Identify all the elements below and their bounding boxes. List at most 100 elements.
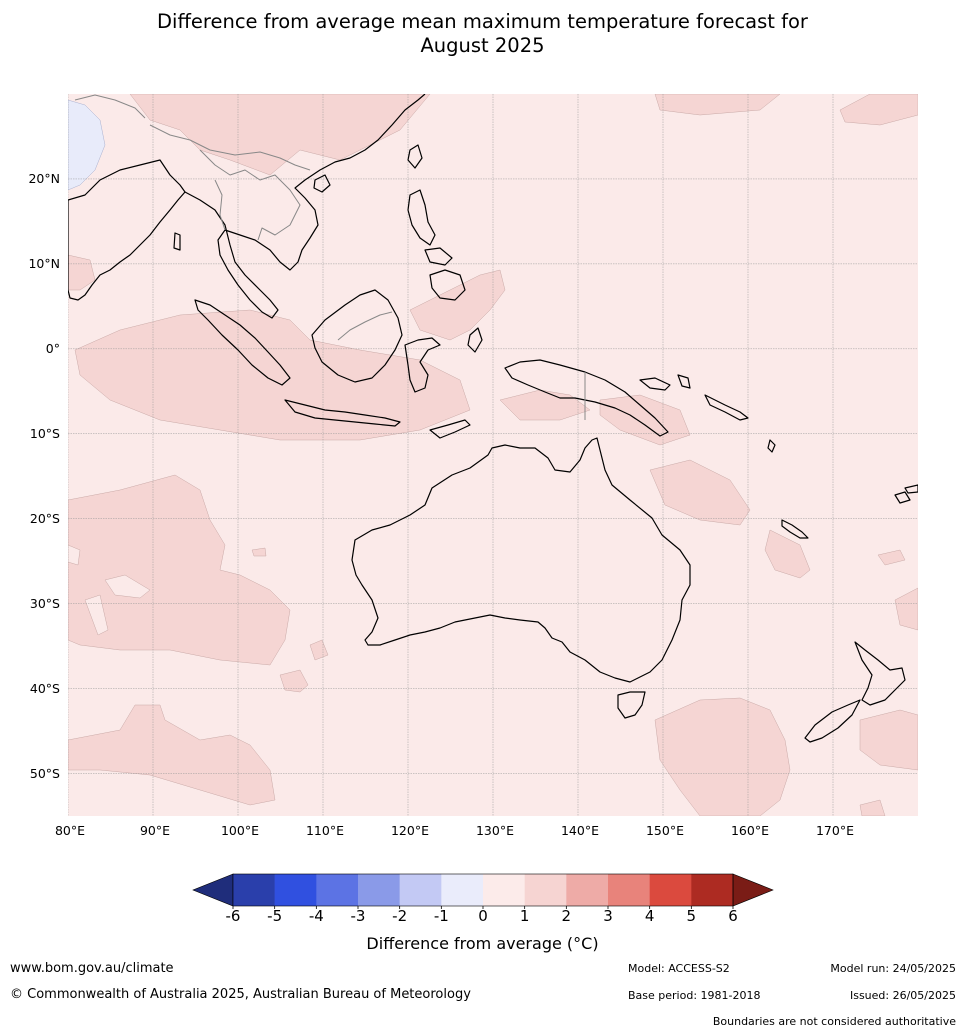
- coastline-new-britain: [677, 374, 691, 389]
- coastline-sri-lanka: [173, 232, 181, 251]
- coastline-taiwan: [407, 144, 423, 169]
- colorbar-segment: [399, 874, 442, 906]
- colorbar-tick-label: -1: [433, 907, 449, 925]
- colorbar-tick-label: -3: [350, 907, 366, 925]
- colorbar-over-arrow: [732, 873, 774, 907]
- warm-area-indian-ocean-mid: [251, 547, 267, 557]
- near-average-area-west-indian-2: [84, 594, 109, 636]
- coastline-philippines-visayas: [424, 247, 453, 266]
- longitude-tick-label: 110°E: [305, 823, 344, 838]
- coastline-east-asia: [184, 94, 426, 319]
- coastline-solomon-islands: [704, 394, 749, 421]
- longitude-tick-label: 120°E: [390, 823, 429, 838]
- latitude-tick-label: 40°S: [29, 680, 60, 696]
- coastline-sulawesi: [404, 337, 441, 393]
- warm-area-pacific-northeast: [839, 94, 918, 126]
- colorbar-segment: [649, 874, 692, 906]
- warm-area-indian-ocean-south-island: [309, 639, 329, 661]
- colorbar-tick-label: 5: [686, 907, 697, 925]
- coastline-sumatra: [194, 299, 291, 386]
- cool-anomaly-areas: [68, 99, 106, 191]
- model-run-date: Model run: 24/05/2025: [830, 962, 956, 975]
- coastline-vanuatu: [767, 439, 776, 453]
- latitude-tick-label: 30°S: [29, 595, 60, 611]
- latitude-tick-label: 20°N: [28, 170, 60, 186]
- warm-area-tasman-east: [764, 529, 811, 579]
- latitude-tick-label: 50°S: [29, 765, 60, 781]
- longitude-tick-label: 90°E: [139, 823, 171, 838]
- coastline-fiji: [894, 491, 911, 504]
- colorbar-tick-label: 1: [519, 907, 530, 925]
- border-himalaya: [74, 94, 146, 119]
- coastline-philippines-luzon: [407, 189, 436, 246]
- longitude-tick-label: 80°E: [54, 823, 86, 838]
- coastline-australia: [351, 437, 691, 683]
- latitude-tick-label: 10°N: [28, 255, 60, 271]
- warm-area-philippine-sea: [409, 269, 506, 341]
- colorbar-segment: [524, 874, 567, 906]
- country-borders: [74, 94, 586, 420]
- colorbar-segment: [274, 874, 317, 906]
- warm-area-pacific-northwest: [654, 94, 781, 116]
- colorbar-tick-label: -6: [225, 907, 241, 925]
- warm-area-coral-sea-east: [649, 459, 751, 526]
- coastline-halmahera: [467, 327, 483, 353]
- warm-anomaly-areas: [68, 94, 918, 816]
- border-china-south: [149, 124, 311, 171]
- colorbar-segment: [566, 874, 609, 906]
- near-average-areas: [68, 544, 151, 636]
- title-line-1: Difference from average mean maximum tem…: [157, 10, 808, 33]
- map-gridlines: [68, 94, 918, 816]
- colorbar-segment: [233, 874, 275, 906]
- warm-area-tasman-sea-south: [654, 697, 791, 816]
- longitude-tick-label: 160°E: [730, 823, 769, 838]
- colorbar: [192, 873, 774, 909]
- warm-area-china: [129, 94, 431, 176]
- warm-area-indian-ocean-equatorial: [74, 309, 471, 441]
- warm-area-indian-ocean-south: [68, 474, 291, 666]
- colorbar-segment: [483, 874, 525, 906]
- warm-area-southern-ocean: [68, 704, 276, 806]
- map-area: [68, 94, 918, 816]
- coastline-borneo: [311, 289, 403, 383]
- coastline-bismarck: [639, 377, 671, 391]
- latitude-tick-label: 0°: [45, 340, 60, 356]
- near-average-area-west-indian-3: [68, 544, 81, 566]
- border-mainland-southeast-asia: [199, 149, 301, 241]
- coastline-new-caledonia: [781, 519, 809, 539]
- coastline-india: [68, 159, 186, 301]
- colorbar-segment: [691, 874, 734, 906]
- latitude-tick-label: 10°S: [29, 425, 60, 441]
- coastline-new-guinea: [504, 359, 669, 437]
- colorbar-title: Difference from average (°C): [366, 934, 599, 953]
- border-borneo: [337, 311, 393, 341]
- warm-area-pacific-east-edge: [894, 587, 918, 631]
- coastline-new-zealand-north: [854, 641, 906, 706]
- colorbar-segment: [358, 874, 400, 906]
- warm-area-southwest-pacific: [877, 549, 906, 566]
- boundaries-disclaimer: Boundaries are not considered authoritat…: [712, 1015, 956, 1028]
- map-title: Difference from average mean maximum tem…: [0, 10, 965, 58]
- warm-area-new-zealand-east: [859, 709, 918, 771]
- longitude-tick-label: 100°E: [220, 823, 259, 838]
- copyright-text: © Commonwealth of Australia 2025, Austra…: [10, 987, 471, 1002]
- colorbar-segment: [608, 874, 650, 906]
- coastline-fiji-2: [904, 484, 918, 494]
- website-link[interactable]: www.bom.gov.au/climate: [10, 961, 174, 976]
- longitude-tick-label: 150°E: [645, 823, 684, 838]
- coastline-philippines-mindanao: [429, 269, 466, 301]
- colorbar-segment: [441, 874, 484, 906]
- coastline-java: [284, 399, 401, 427]
- coastline-hainan: [313, 174, 331, 193]
- warm-area-south-pacific-far: [859, 799, 886, 816]
- colorbar-tick-label: -5: [267, 907, 283, 925]
- colorbar-tick-label: 0: [478, 907, 488, 925]
- colorbar-tick-label: -4: [308, 907, 324, 925]
- model-name: Model: ACCESS-S2: [628, 962, 730, 975]
- coastline-tasmania: [617, 691, 646, 719]
- coastline-new-zealand-south: [804, 699, 861, 743]
- latitude-tick-label: 20°S: [29, 510, 60, 526]
- near-average-area-west-indian: [104, 574, 151, 599]
- colorbar-tick-label: 2: [561, 907, 572, 925]
- longitude-tick-label: 170°E: [815, 823, 854, 838]
